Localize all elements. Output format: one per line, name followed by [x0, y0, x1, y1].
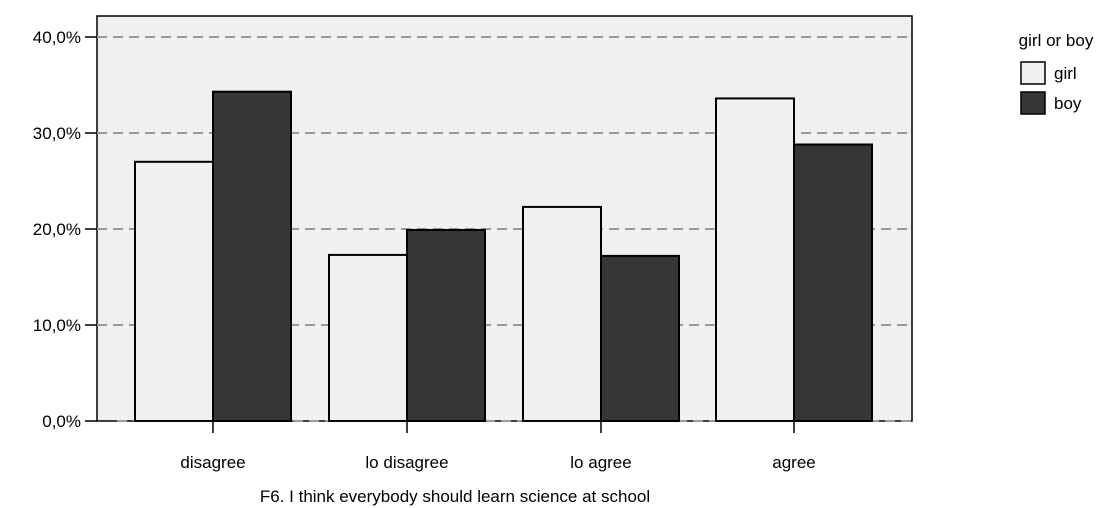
- y-tick-label: 30,0%: [33, 124, 81, 143]
- bars-layer: [134, 90, 873, 423]
- x-tick-label: disagree: [180, 453, 245, 472]
- legend-swatch-girl: [1020, 61, 1046, 85]
- y-tick-label: 10,0%: [33, 316, 81, 335]
- bar-boy-disagree: [212, 90, 292, 422]
- legend-label-girl: girl: [1054, 64, 1077, 83]
- x-axis: disagree lo disagree lo agree agree: [180, 421, 816, 472]
- bar-boy-lo-disagree: [406, 228, 486, 422]
- bar-girl-agree: [715, 97, 795, 422]
- bar-boy-agree: [793, 143, 873, 423]
- bar-girl-lo-agree: [522, 205, 602, 422]
- x-axis-label: F6. I think everybody should learn scien…: [260, 487, 650, 506]
- x-tick-label: agree: [772, 453, 815, 472]
- legend-swatch-boy: [1020, 91, 1046, 115]
- bar-boy-lo-agree: [600, 254, 680, 422]
- y-tick-label: 0,0%: [42, 412, 81, 431]
- x-tick-label: lo agree: [570, 453, 631, 472]
- y-tick-label: 20,0%: [33, 220, 81, 239]
- y-axis: 0,0% 10,0% 20,0% 30,0% 40,0%: [33, 28, 97, 431]
- legend: girl or boy girl boy: [1019, 31, 1094, 115]
- legend-title: girl or boy: [1019, 31, 1094, 50]
- bar-girl-disagree: [134, 160, 214, 423]
- bar-girl-lo-disagree: [328, 253, 408, 422]
- x-tick-label: lo disagree: [365, 453, 448, 472]
- y-tick-label: 40,0%: [33, 28, 81, 47]
- legend-label-boy: boy: [1054, 94, 1082, 113]
